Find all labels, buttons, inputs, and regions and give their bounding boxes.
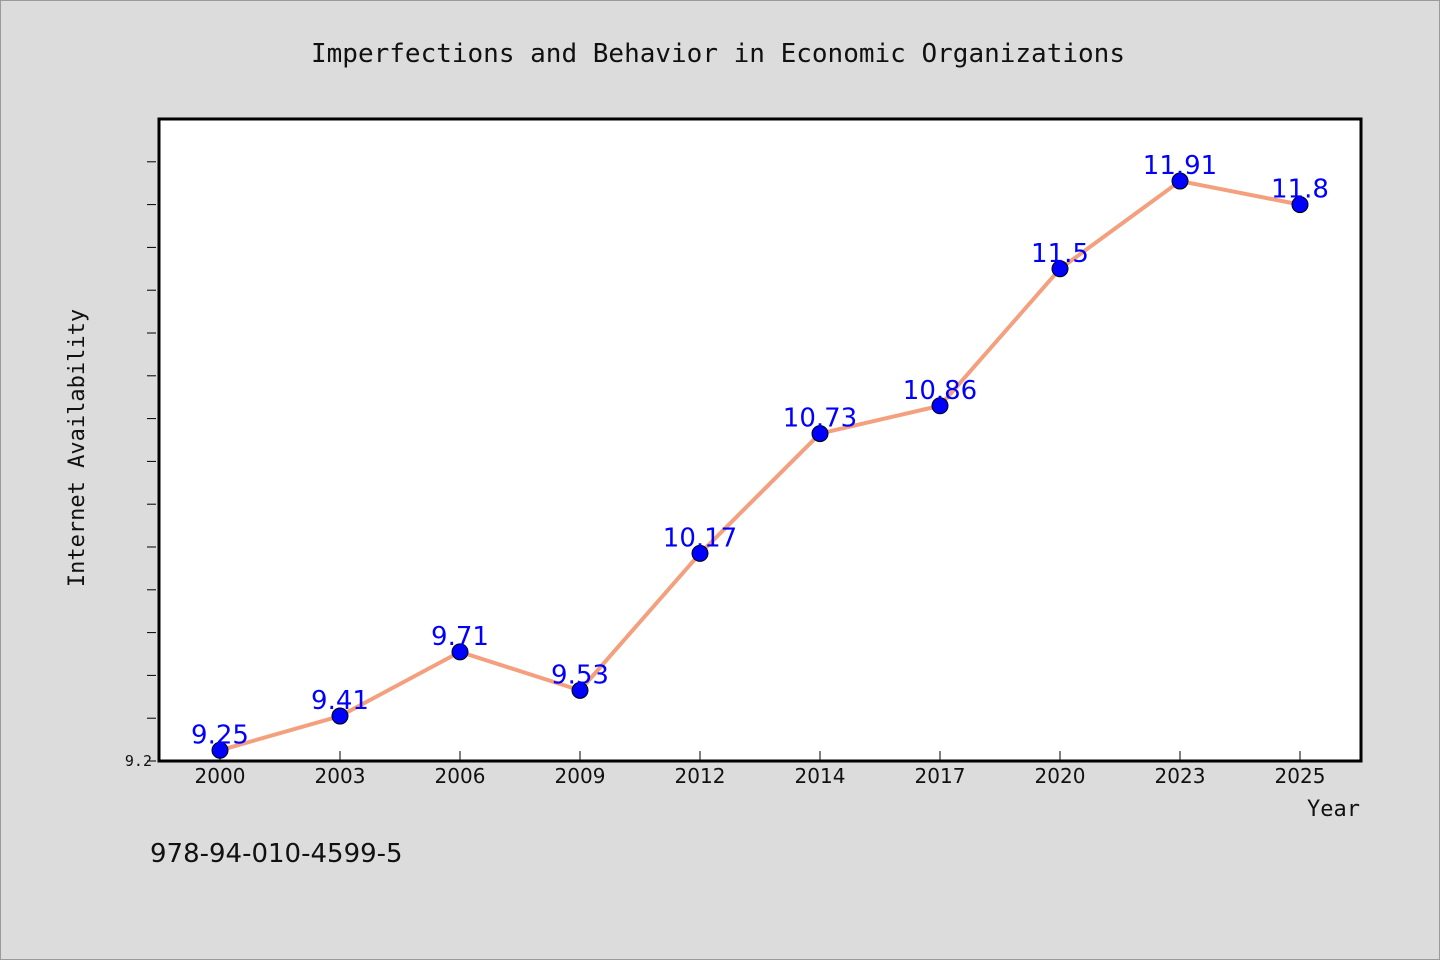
x-tick-label: 2012 [675,764,726,788]
data-point [1171,172,1189,190]
data-label: 9.53 [551,660,609,690]
data-label: 10.86 [903,376,977,406]
x-axis-label: Year [1307,797,1360,822]
data-label: 11.91 [1143,151,1217,181]
y-axis-label: Internet Availability [65,309,90,587]
data-label: 10.73 [783,404,857,434]
data-label: 9.41 [311,686,369,716]
x-tick-label: 2020 [1035,764,1086,788]
x-tick-label: 2003 [315,764,366,788]
data-labels: 9.25 9.41 9.71 9.53 10.17 10.73 10.86 11.5 11.91… [191,151,1329,750]
x-tick-label: 2009 [555,764,606,788]
x-tick-label: 2017 [915,764,966,788]
x-axis-tick-labels: 2000 2003 2006 2009 2012 2014 2017 2020 2023 2025 [195,764,1326,788]
x-tick-label: 2006 [435,764,486,788]
data-label: 10.17 [663,523,737,553]
data-label: 9.71 [431,622,489,652]
data-label: 11.8 [1271,175,1329,205]
x-axis-ticks [219,751,1301,761]
data-point [1291,196,1309,214]
x-tick-label: 2025 [1275,764,1326,788]
data-label: 11.5 [1031,239,1089,269]
data-point [1051,260,1069,278]
data-point [331,707,349,725]
data-point [931,397,949,415]
isbn-text: 978-94-010-4599-5 [150,839,403,869]
y-tick-label-min: 9.2 [125,752,152,770]
x-tick-label: 2000 [195,764,246,788]
data-label: 9.25 [191,720,249,750]
y-axis-ticks [147,161,156,762]
series-line [218,179,1302,753]
data-point [811,425,829,443]
x-tick-label: 2023 [1155,764,1206,788]
data-point [691,544,709,562]
chart-title: Imperfections and Behavior in Economic O… [311,39,1125,69]
data-point-markers [211,172,1309,759]
x-tick-label: 2014 [795,764,846,788]
data-point [451,643,469,661]
plot-area [157,117,1363,763]
data-point [211,741,229,759]
series-line-group [218,179,1302,753]
data-point [571,681,589,699]
